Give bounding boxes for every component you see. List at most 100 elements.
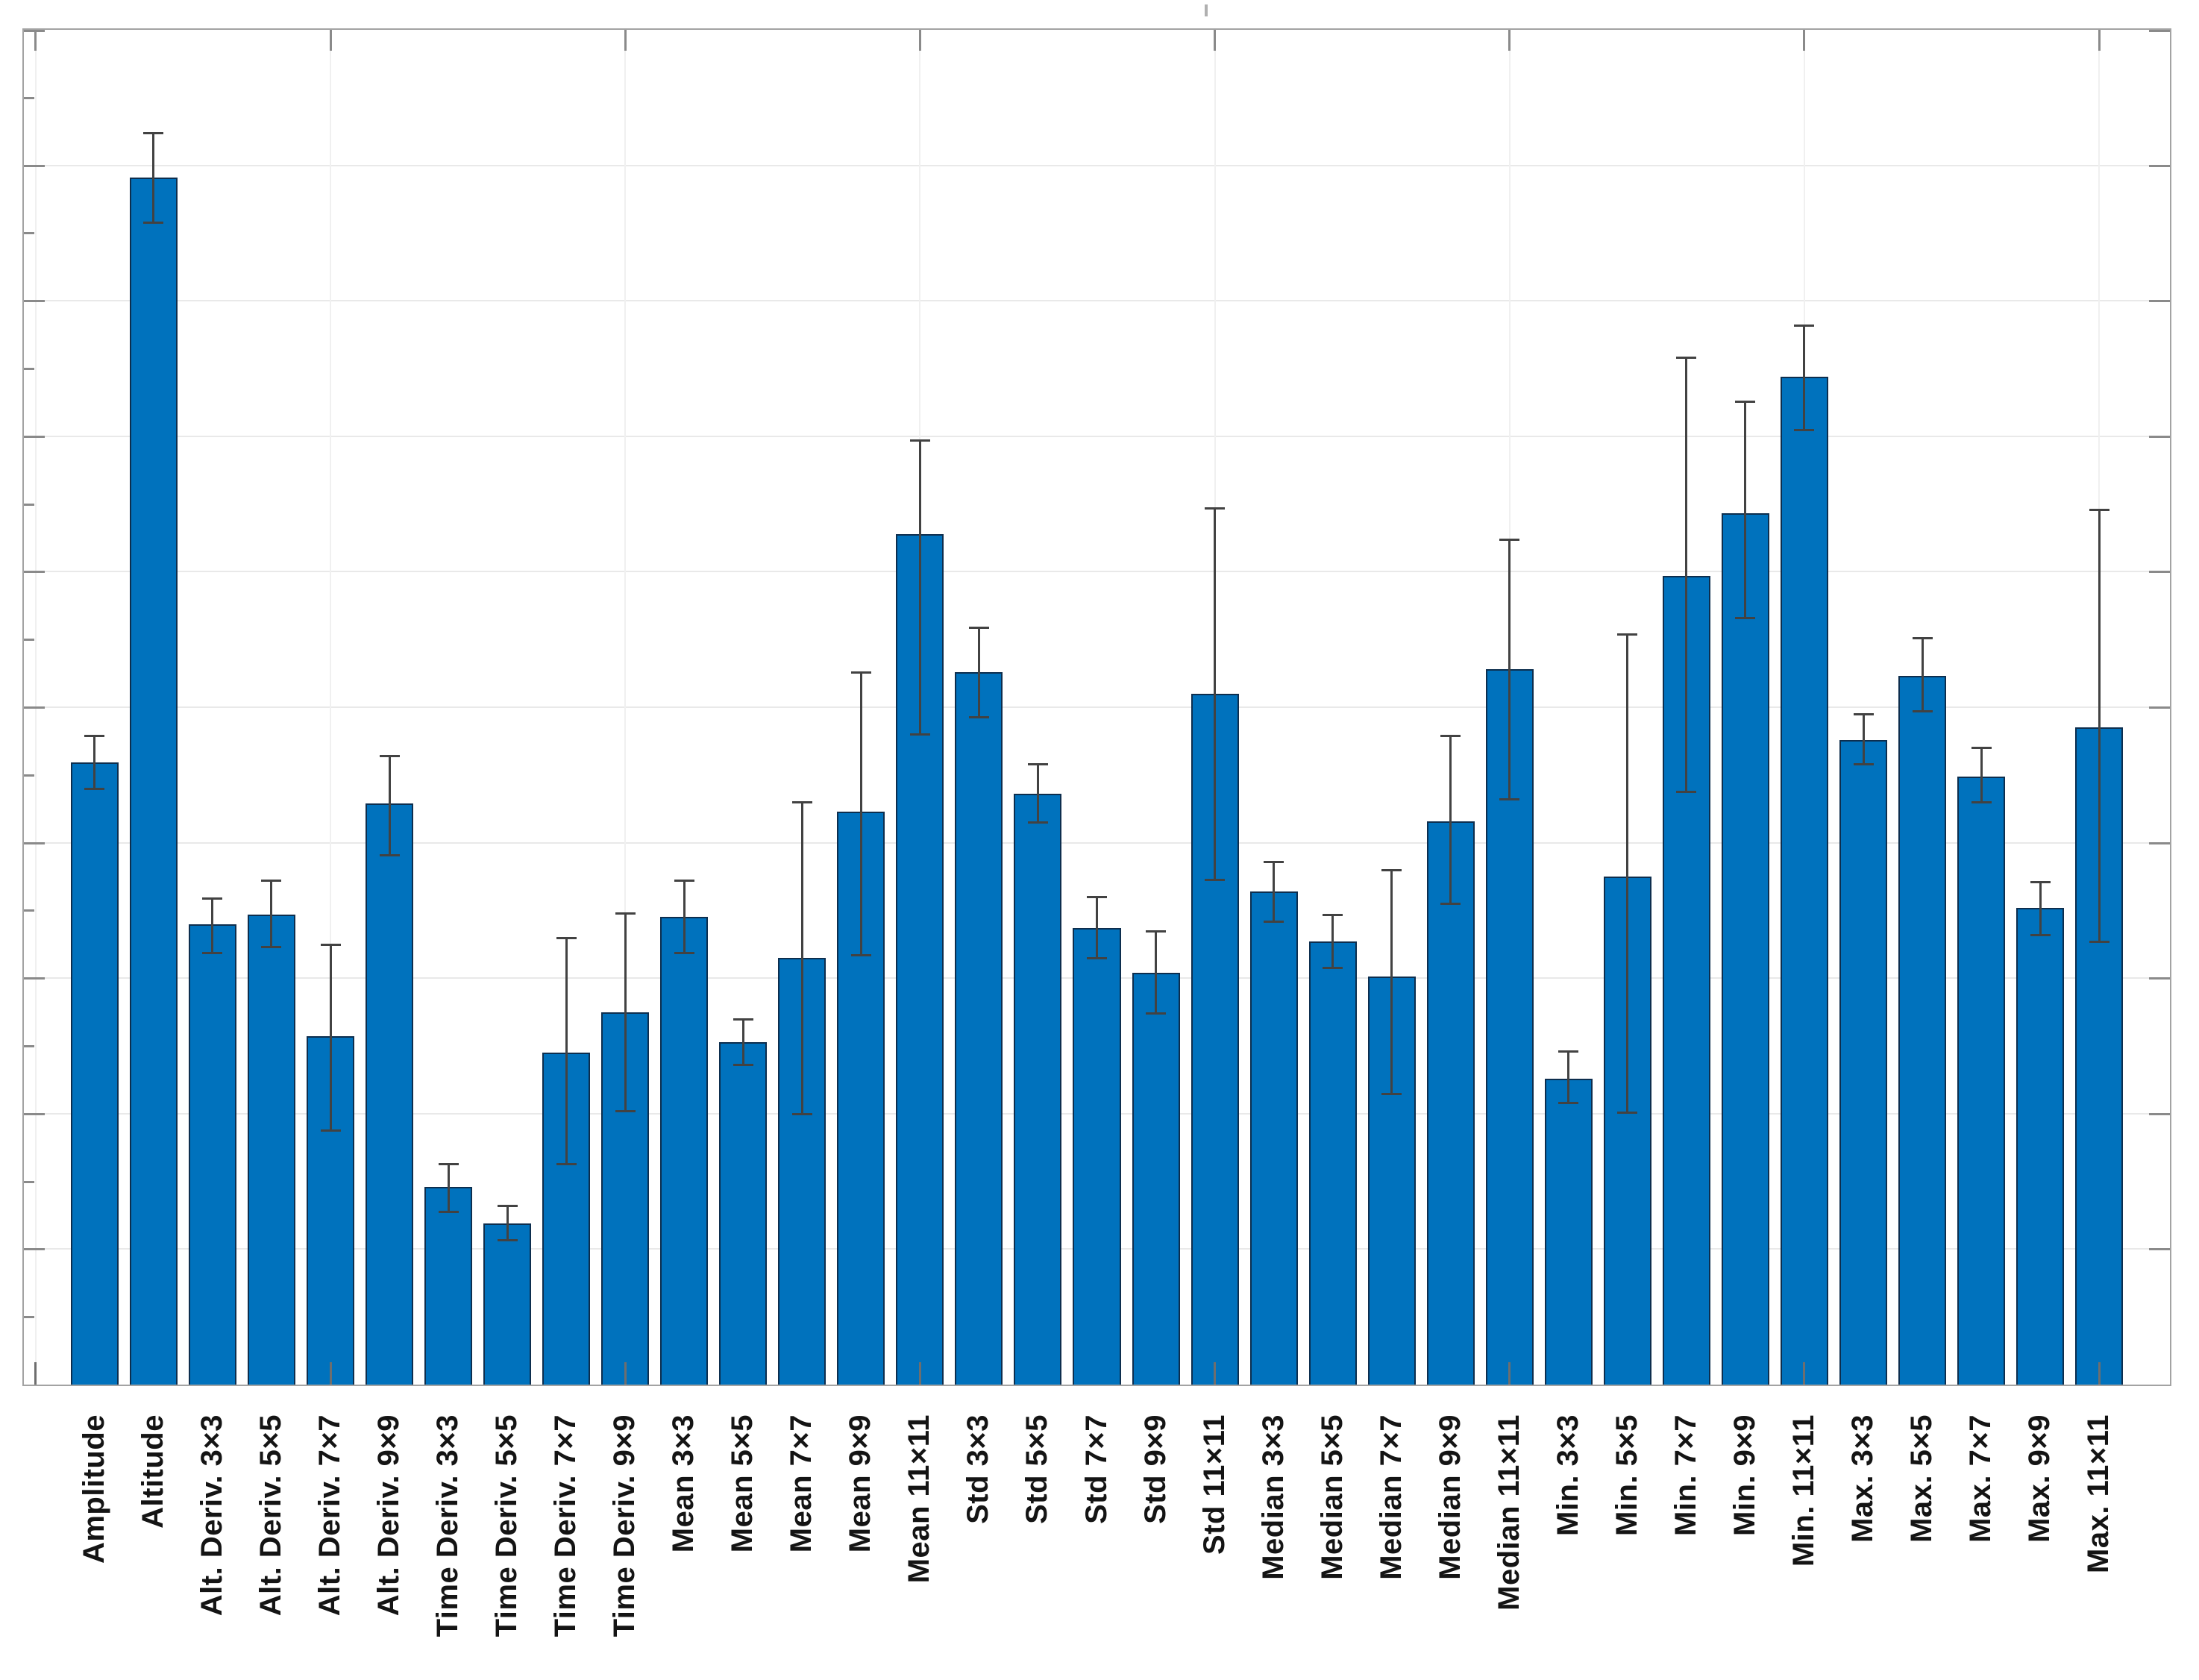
- error-bar-cap-top: [1205, 507, 1226, 510]
- x-tick-top: [624, 30, 627, 51]
- error-bar-line: [977, 627, 980, 717]
- x-axis-label-text: Alt. Deriv. 3×3: [195, 1414, 228, 1617]
- error-bar-cap-bottom: [1912, 710, 1933, 713]
- x-axis-label-text: Alt. Deriv. 7×7: [313, 1414, 346, 1617]
- x-tick-bottom: [1508, 1362, 1511, 1385]
- error-bar-line: [1862, 714, 1865, 765]
- x-axis-label-text: Std 11×11: [1197, 1414, 1231, 1555]
- x-axis-label-text: Median 3×3: [1256, 1414, 1290, 1580]
- x-axis-label-text: Min. 11×11: [1787, 1414, 1820, 1567]
- error-bar-cap-top: [1323, 913, 1343, 916]
- x-axis-label-text: Amplitude: [77, 1414, 110, 1564]
- x-tick-top: [34, 30, 37, 51]
- plot-area: [22, 28, 2171, 1386]
- bar: [1721, 513, 1769, 1385]
- error-bar-cap-top: [1912, 637, 1933, 640]
- y-tick-major-left: [24, 164, 45, 167]
- y-tick-minor-left: [24, 639, 34, 642]
- error-bar-cap-top: [850, 671, 871, 674]
- error-bar-line: [388, 756, 391, 855]
- error-bar-cap-top: [497, 1205, 518, 1208]
- error-bar-cap-bottom: [968, 715, 989, 718]
- error-bar-cap-top: [1735, 400, 1756, 403]
- error-bar-cap-bottom: [1971, 801, 1992, 804]
- error-bar-cap-bottom: [674, 951, 694, 954]
- bar: [1544, 1078, 1593, 1385]
- x-axis-label-text: Mean 3×3: [667, 1414, 700, 1553]
- y-gridline: [24, 571, 2170, 573]
- error-bar-cap-bottom: [497, 1238, 518, 1241]
- error-bar-line: [683, 880, 686, 953]
- error-bar-cap-bottom: [202, 951, 223, 954]
- x-axis-label-text: Min. 7×7: [1669, 1414, 1702, 1536]
- error-bar-line: [1096, 897, 1098, 958]
- error-bar-cap-bottom: [2089, 941, 2109, 944]
- bar: [1839, 739, 1887, 1385]
- bar: [247, 914, 295, 1385]
- bar: [424, 1186, 473, 1385]
- error-bar-cap-bottom: [1735, 617, 1756, 620]
- error-bar-cap-top: [1499, 538, 1520, 541]
- x-tick-bottom: [1803, 1362, 1806, 1385]
- x-axis-label-text: Max. 5×5: [1905, 1414, 1939, 1543]
- y-tick-major-left: [24, 30, 45, 32]
- error-bar-cap-bottom: [850, 954, 871, 957]
- error-bar-cap-bottom: [1676, 790, 1697, 793]
- y-tick-minor-left: [24, 1180, 34, 1183]
- error-bar-line: [2098, 509, 2101, 942]
- error-bar-line: [1803, 325, 1806, 430]
- error-bar-line: [1036, 764, 1039, 823]
- error-bar-cap-top: [202, 897, 223, 900]
- x-axis-label-text: Max. 11×11: [2082, 1414, 2115, 1573]
- y-tick-major-right: [2149, 977, 2170, 980]
- y-tick-major-right: [2149, 435, 2170, 438]
- error-bar-line: [1685, 357, 1688, 792]
- error-bar-line: [1508, 539, 1511, 800]
- error-bar-cap-top: [2030, 881, 2051, 884]
- bar: [1308, 941, 1357, 1385]
- error-bar-cap-bottom: [1027, 821, 1048, 824]
- y-tick-major-left: [24, 977, 45, 980]
- error-bar-cap-bottom: [1440, 903, 1461, 906]
- bar: [1898, 676, 1947, 1385]
- x-axis-label-text: Max. 3×3: [1846, 1414, 1879, 1543]
- x-tick-top: [918, 30, 921, 51]
- x-axis-label-text: Time Deriv. 5×5: [490, 1414, 524, 1637]
- error-bar-cap-bottom: [261, 946, 282, 949]
- error-bar-line: [800, 802, 803, 1114]
- error-bar-cap-top: [2089, 508, 2109, 511]
- x-axis-label-text: Std 9×9: [1138, 1414, 1172, 1524]
- x-axis-label-text: Median 11×11: [1492, 1414, 1525, 1611]
- error-bar-line: [1567, 1051, 1570, 1103]
- bar: [1957, 776, 2006, 1385]
- error-bar-line: [506, 1206, 509, 1240]
- y-tick-major-right: [2149, 164, 2170, 167]
- error-bar-line: [447, 1163, 450, 1212]
- error-bar-line: [741, 1018, 744, 1065]
- error-bar-cap-bottom: [143, 221, 164, 224]
- error-bar-cap-top: [143, 132, 164, 135]
- x-tick-bottom: [624, 1362, 627, 1385]
- error-bar-line: [211, 898, 214, 953]
- x-axis-label-text: Std 7×7: [1079, 1414, 1113, 1524]
- error-bar-cap-bottom: [438, 1210, 459, 1213]
- y-tick-major-left: [24, 300, 45, 303]
- error-bar-line: [1390, 869, 1393, 1094]
- error-bar-line: [1626, 633, 1629, 1112]
- y-tick-minor-left: [24, 774, 34, 777]
- x-axis-label-text: Median 5×5: [1315, 1414, 1349, 1580]
- error-bar-line: [1449, 736, 1452, 904]
- error-bar-line: [1744, 401, 1747, 618]
- bar: [366, 803, 414, 1385]
- error-bar-line: [270, 880, 273, 947]
- x-tick-bottom: [329, 1362, 332, 1385]
- x-axis-label-text: Mean 7×7: [785, 1414, 818, 1553]
- error-bar-cap-top: [379, 755, 400, 758]
- error-bar-cap-bottom: [1264, 920, 1284, 923]
- error-bar-cap-bottom: [1087, 956, 1107, 959]
- error-bar-cap-top: [1027, 763, 1048, 766]
- error-bar-cap-top: [1558, 1050, 1579, 1053]
- y-tick-minor-left: [24, 96, 34, 99]
- x-tick-bottom: [918, 1362, 921, 1385]
- error-bar-cap-bottom: [909, 733, 930, 736]
